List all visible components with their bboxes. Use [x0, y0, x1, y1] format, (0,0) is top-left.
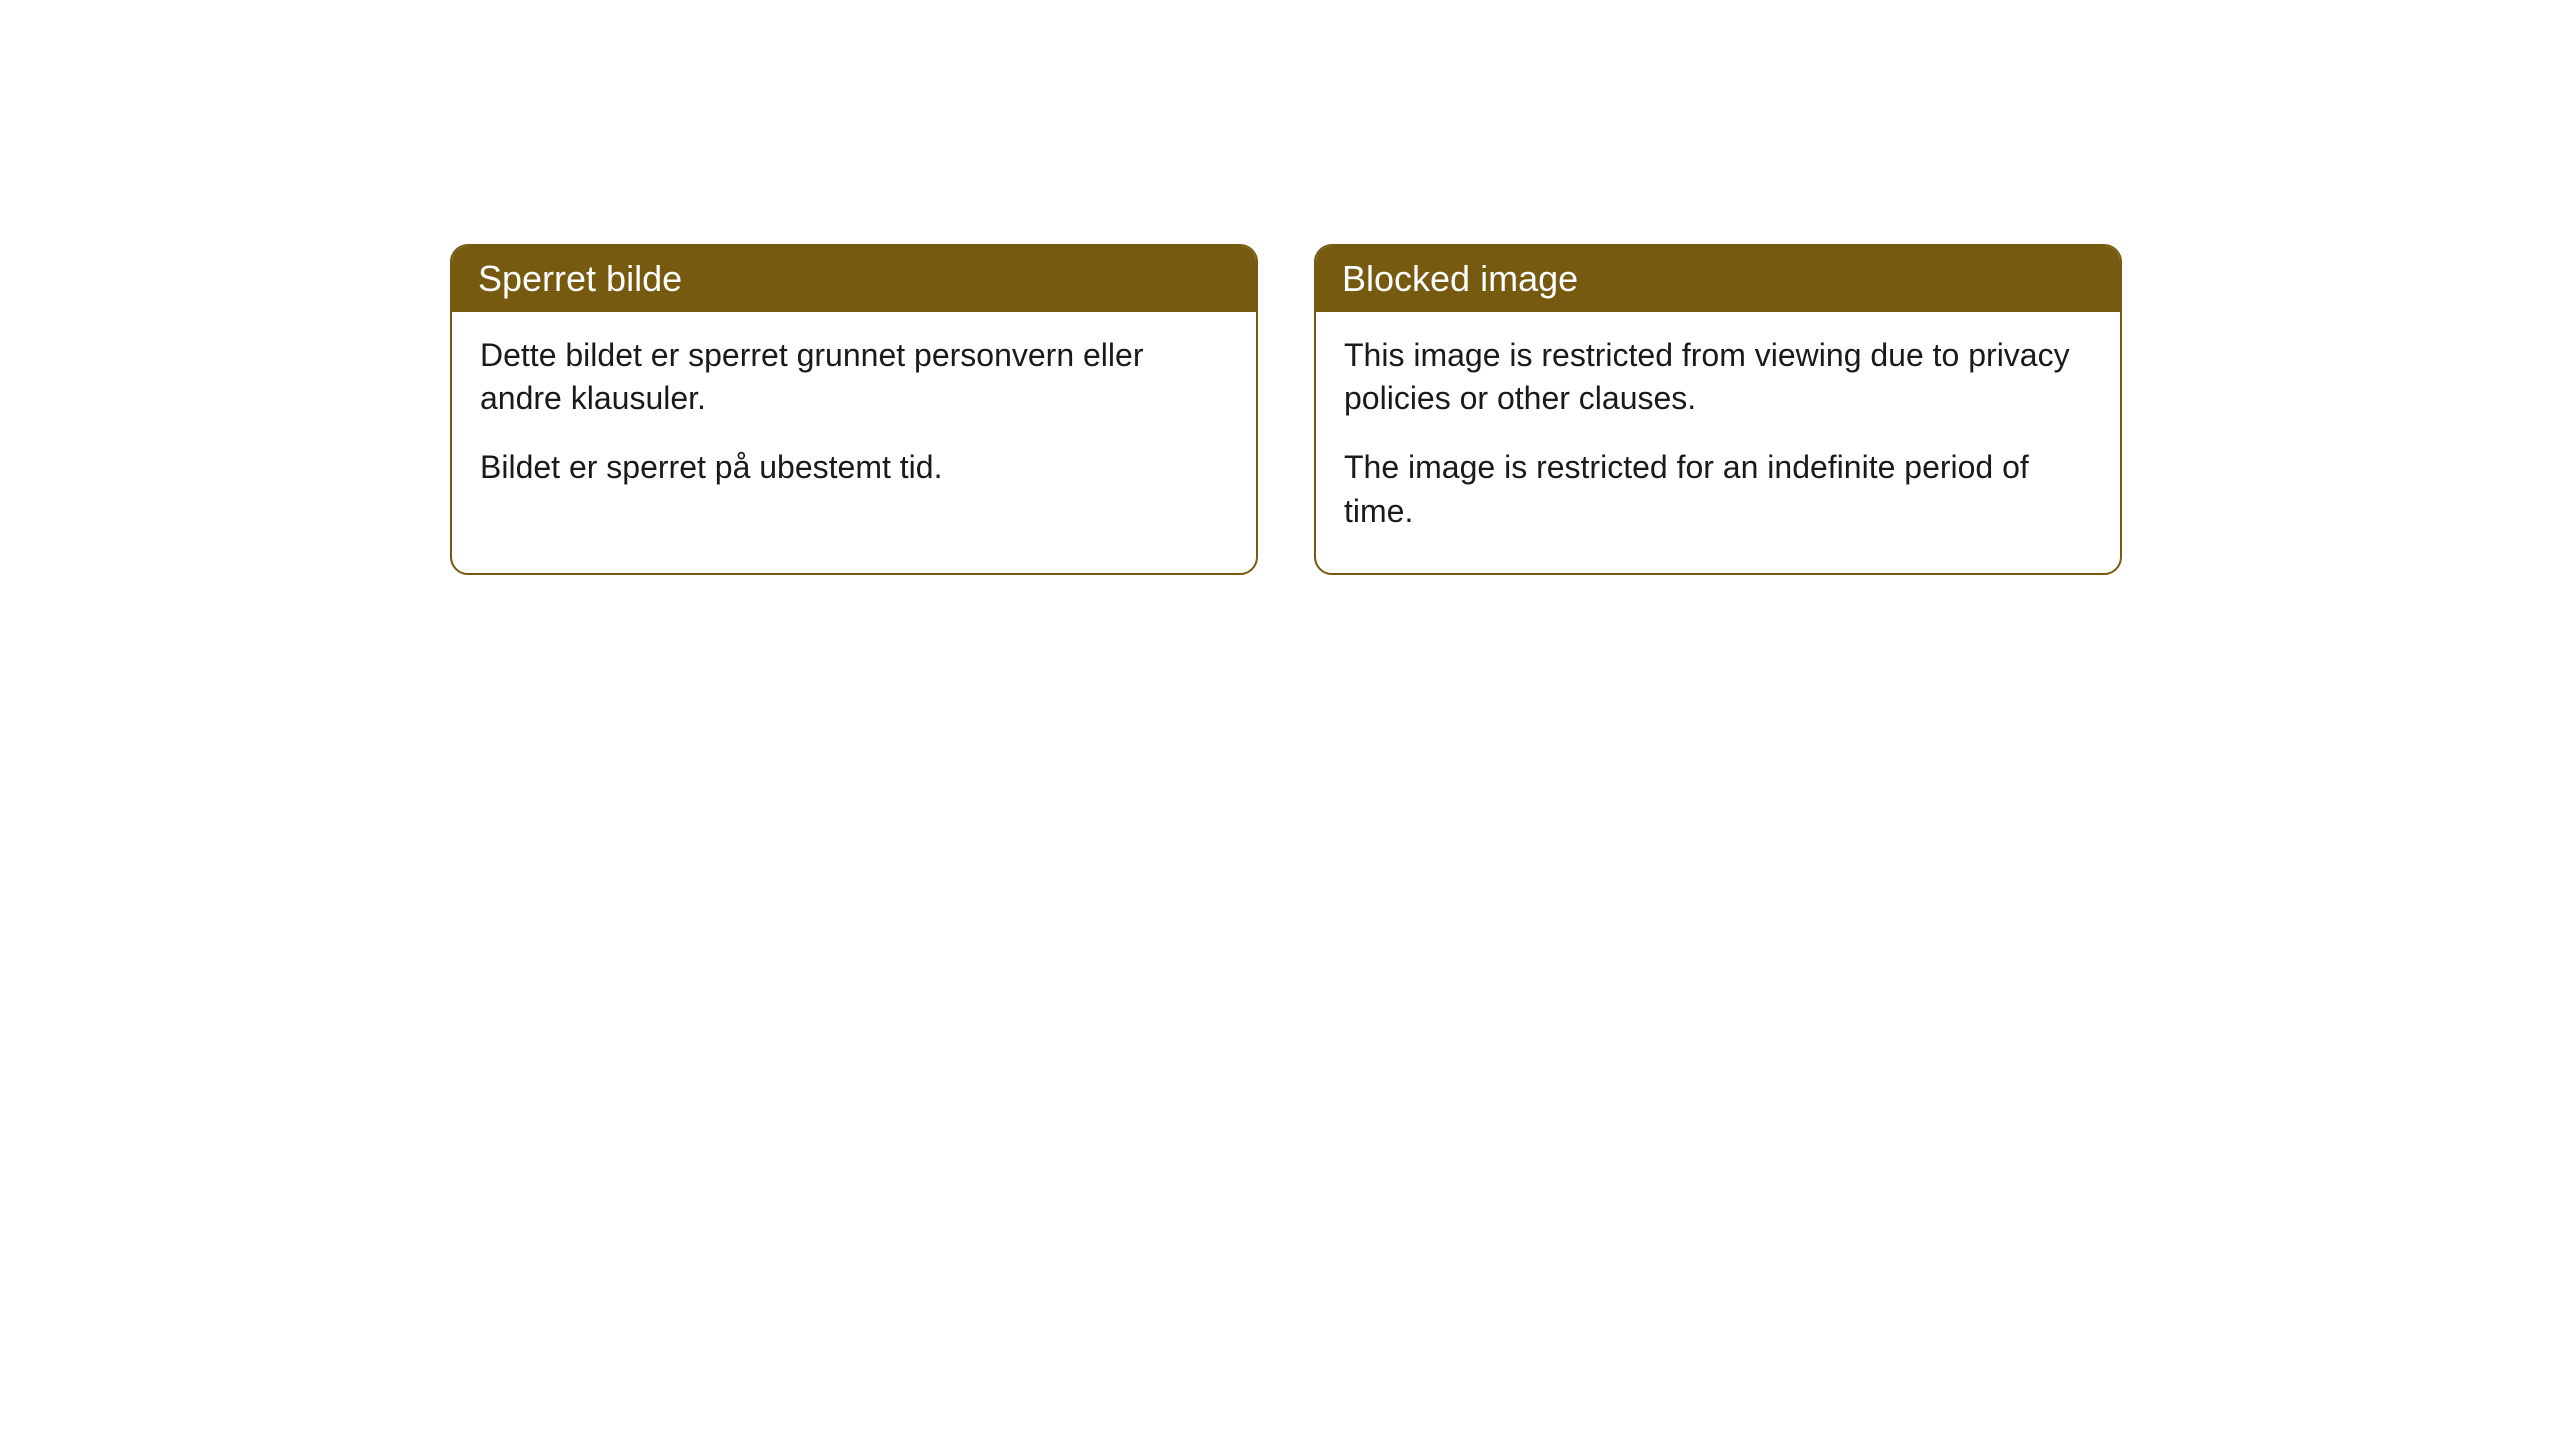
card-header: Blocked image — [1316, 246, 2120, 312]
card-body-paragraph: Dette bildet er sperret grunnet personve… — [480, 334, 1228, 420]
card-body: Dette bildet er sperret grunnet personve… — [452, 312, 1256, 530]
card-body-paragraph: This image is restricted from viewing du… — [1344, 334, 2092, 420]
notice-cards-container: Sperret bilde Dette bildet er sperret gr… — [450, 244, 2122, 575]
card-body-paragraph: The image is restricted for an indefinit… — [1344, 446, 2092, 532]
blocked-image-card-norwegian: Sperret bilde Dette bildet er sperret gr… — [450, 244, 1258, 575]
card-body: This image is restricted from viewing du… — [1316, 312, 2120, 573]
blocked-image-card-english: Blocked image This image is restricted f… — [1314, 244, 2122, 575]
card-header: Sperret bilde — [452, 246, 1256, 312]
card-body-paragraph: Bildet er sperret på ubestemt tid. — [480, 446, 1228, 489]
